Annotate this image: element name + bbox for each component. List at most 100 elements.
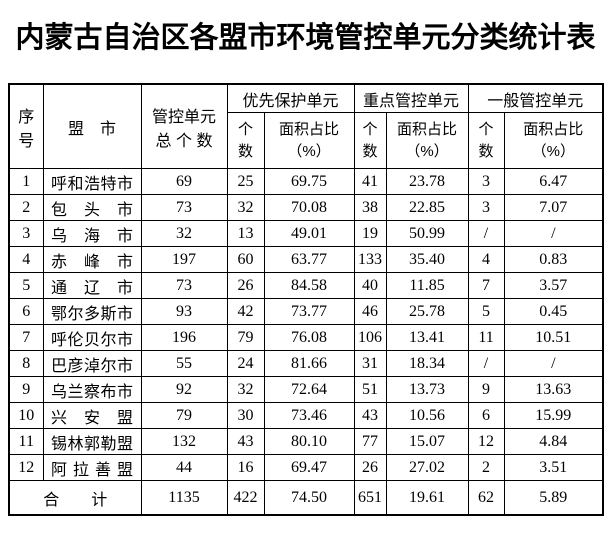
cell-general-count: 3	[467, 168, 505, 196]
city-name: 鄂尔多斯市	[51, 305, 133, 323]
header-key-count: 个 数	[353, 112, 387, 170]
cell-priority-area: 70.08	[263, 194, 355, 222]
cell-priority-area: 69.75	[263, 168, 355, 196]
table-row: 6 鄂尔多斯市 93 42 73.77 46 25.78 5 0.45	[8, 298, 604, 326]
cell-key-area: 25.78	[385, 298, 469, 326]
cell-general-area: 4.84	[503, 428, 604, 456]
cell-total-units: 44	[140, 454, 228, 482]
cell-total-units: 132	[140, 428, 228, 456]
cell-seq: 7	[8, 324, 44, 352]
cell-priority-area: 80.10	[263, 428, 355, 456]
cell-key-area: 13.73	[385, 376, 469, 404]
cell-total-units: 73	[140, 194, 228, 222]
cell-priority-count: 26	[226, 272, 265, 300]
city-name: 阿拉善盟	[51, 461, 133, 479]
cell-seq: 6	[8, 298, 44, 326]
table-row: 1 呼和浩特市 69 25 69.75 41 23.78 3 6.47	[8, 168, 604, 196]
cell-seq: 12	[8, 454, 44, 482]
cell-seq: 2	[8, 194, 44, 222]
cell-total-units: 79	[140, 402, 228, 430]
cell-seq: 5	[8, 272, 44, 300]
cell-total-units: 196	[140, 324, 228, 352]
cell-total-units: 32	[140, 220, 228, 248]
cell-key-count: 106	[353, 324, 387, 352]
cell-general-count: 11	[467, 324, 505, 352]
cell-seq: 10	[8, 402, 44, 430]
total-general-count-cell: 62	[467, 480, 505, 516]
cell-priority-count: 32	[226, 376, 265, 404]
cell-total-units: 69	[140, 168, 228, 196]
table-row: 7 呼伦贝尔市 196 79 76.08 106 13.41 11 10.51	[8, 324, 604, 352]
cell-city: 兴安盟	[42, 402, 142, 430]
cell-priority-count: 79	[226, 324, 265, 352]
cell-general-area: 0.45	[503, 298, 604, 326]
cell-key-area: 15.07	[385, 428, 469, 456]
cell-priority-count: 24	[226, 350, 265, 378]
city-name: 呼伦贝尔市	[51, 331, 133, 349]
cell-priority-area: 73.46	[263, 402, 355, 430]
header-row-sub: 个 数 面积占比 （%） 个 数 面积占比 （%） 个 数 面积占比 （%）	[9, 112, 604, 170]
cell-general-area: 6.47	[503, 168, 604, 196]
cell-city: 乌海市	[42, 220, 142, 248]
cell-key-count: 38	[353, 194, 387, 222]
count-label: 个 数	[237, 121, 253, 160]
cell-city: 乌兰察布市	[42, 376, 142, 404]
cell-city: 赤峰市	[42, 246, 142, 274]
cell-total-units: 197	[140, 246, 228, 274]
total-priority-count-cell: 422	[226, 480, 265, 516]
cell-priority-count: 42	[226, 298, 265, 326]
cell-priority-area: 84.58	[263, 272, 355, 300]
cell-general-area: /	[503, 350, 604, 378]
table-body: 1 呼和浩特市 69 25 69.75 41 23.78 3 6.47 2 包头…	[8, 168, 604, 482]
cell-priority-count: 32	[226, 194, 265, 222]
cell-priority-area: 72.64	[263, 376, 355, 404]
count-label: 个 数	[478, 121, 494, 160]
city-name: 包头市	[51, 201, 133, 219]
city-name: 通辽市	[51, 279, 133, 297]
cell-general-count: 4	[467, 246, 505, 274]
cell-key-count: 31	[353, 350, 387, 378]
city-name: 赤峰市	[51, 253, 133, 271]
header-total-units: 管控单元 总 个 数	[140, 83, 228, 170]
cell-key-area: 18.34	[385, 350, 469, 378]
header-priority-count: 个 数	[226, 112, 265, 170]
header-group-priority-protection: 优先保护单元	[226, 83, 355, 114]
cell-key-area: 13.41	[385, 324, 469, 352]
cell-city: 阿拉善盟	[42, 454, 142, 482]
cell-priority-count: 13	[226, 220, 265, 248]
page-title: 内蒙古自治区各盟市环境管控单元分类统计表	[15, 22, 596, 54]
cell-city: 呼伦贝尔市	[42, 324, 142, 352]
cell-priority-area: 73.77	[263, 298, 355, 326]
header-seq-label: 序 号	[18, 108, 35, 150]
cell-key-count: 51	[353, 376, 387, 404]
table-row: 11 锡林郭勒盟 132 43 80.10 77 15.07 12 4.84	[8, 428, 604, 456]
table-row: 2 包头市 73 32 70.08 38 22.85 3 7.07	[8, 194, 604, 222]
total-units-cell: 1135	[140, 480, 228, 516]
cell-general-area: 13.63	[503, 376, 604, 404]
cell-total-units: 55	[140, 350, 228, 378]
total-row: 合 计 1135 422 74.50 651 19.61 62 5.89	[8, 480, 604, 516]
cell-general-count: 2	[467, 454, 505, 482]
cell-general-area: 7.07	[503, 194, 604, 222]
total-priority-area-cell: 74.50	[263, 480, 355, 516]
header-priority-area-ratio: 面积占比 （%）	[263, 112, 355, 170]
cell-general-area: 3.57	[503, 272, 604, 300]
cell-seq: 11	[8, 428, 44, 456]
cell-priority-count: 16	[226, 454, 265, 482]
header-city: 盟 市	[42, 83, 142, 170]
area-ratio-label: 面积占比 （%）	[397, 121, 458, 160]
cell-priority-count: 30	[226, 402, 265, 430]
total-key-count-cell: 651	[353, 480, 387, 516]
cell-key-area: 22.85	[385, 194, 469, 222]
cell-key-area: 27.02	[385, 454, 469, 482]
cell-general-area: 3.51	[503, 454, 604, 482]
area-ratio-label: 面积占比 （%）	[279, 121, 340, 160]
cell-city: 包头市	[42, 194, 142, 222]
table-row: 5 通辽市 73 26 84.58 40 11.85 7 3.57	[8, 272, 604, 300]
header-total-units-label: 管控单元 总 个 数	[151, 108, 216, 150]
city-name: 乌兰察布市	[51, 383, 133, 401]
city-name: 呼和浩特市	[51, 175, 133, 193]
cell-priority-count: 25	[226, 168, 265, 196]
header-seq: 序 号	[8, 83, 44, 170]
cell-city: 鄂尔多斯市	[42, 298, 142, 326]
